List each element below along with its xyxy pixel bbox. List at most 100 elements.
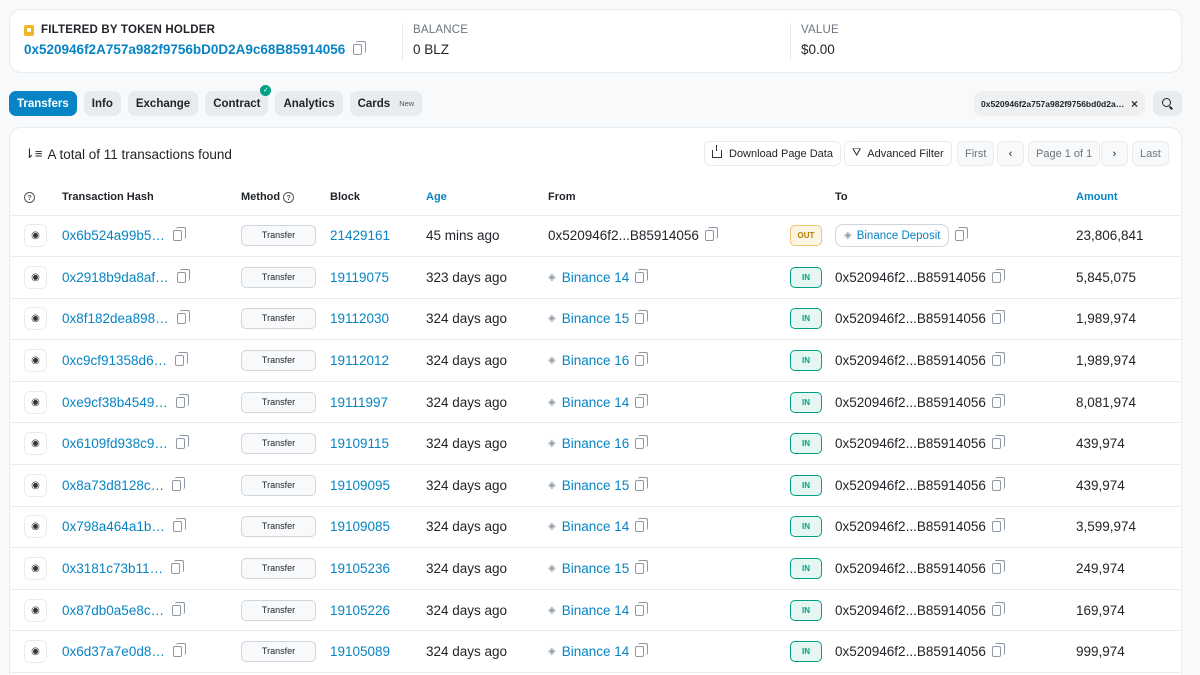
tab-analytics[interactable]: Analytics <box>275 91 343 116</box>
copy-icon[interactable] <box>635 310 649 325</box>
copy-icon[interactable] <box>991 435 1005 450</box>
eye-icon[interactable]: ◉ <box>24 557 47 581</box>
from-address-link[interactable]: Binance 14 <box>561 602 630 618</box>
copy-icon[interactable] <box>175 352 189 367</box>
tx-hash-link[interactable]: 0x6d37a7e0d8… <box>62 644 165 660</box>
from-address-link[interactable]: Binance 15 <box>561 477 630 493</box>
block-link[interactable]: 19109085 <box>330 519 391 535</box>
copy-icon[interactable] <box>171 560 185 575</box>
tx-hash-link[interactable]: 0x6109fd938c9… <box>62 436 168 452</box>
eye-icon[interactable]: ◉ <box>24 432 47 456</box>
copy-icon[interactable] <box>172 476 186 491</box>
tab-cards[interactable]: Cards New <box>349 91 423 116</box>
copy-icon[interactable] <box>991 393 1005 408</box>
copy-icon[interactable] <box>176 310 190 325</box>
from-address[interactable]: 0x520946f2...B85914056 <box>548 228 699 244</box>
to-address[interactable]: 0x520946f2...B85914056 <box>835 561 986 577</box>
copy-icon[interactable] <box>635 435 649 450</box>
eye-icon[interactable]: ◉ <box>24 473 47 497</box>
to-address[interactable]: 0x520946f2...B85914056 <box>835 519 986 535</box>
block-link[interactable]: 19111997 <box>330 394 389 410</box>
to-address[interactable]: 0x520946f2...B85914056 <box>835 269 986 285</box>
to-address[interactable]: 0x520946f2...B85914056 <box>835 602 986 618</box>
eye-icon[interactable]: ◉ <box>24 307 47 331</box>
help-icon[interactable]: ? <box>24 191 35 203</box>
tab-info[interactable]: Info <box>83 91 121 116</box>
tx-hash-link[interactable]: 0x8a73d8128c… <box>62 477 165 493</box>
block-link[interactable]: 19109095 <box>330 477 391 493</box>
to-address[interactable]: 0x520946f2...B85914056 <box>835 436 986 452</box>
to-address[interactable]: 0x520946f2...B85914056 <box>835 311 986 327</box>
eye-icon[interactable]: ◉ <box>24 349 47 373</box>
block-link[interactable]: 19105236 <box>330 561 391 577</box>
copy-icon[interactable] <box>176 268 190 283</box>
from-address-link[interactable]: Binance 15 <box>561 311 630 327</box>
next-page-button[interactable]: › <box>1101 141 1128 166</box>
from-address-link[interactable]: Binance 14 <box>561 394 630 410</box>
tab-contract[interactable]: Contract ✓ <box>205 85 272 116</box>
first-page-button[interactable]: First <box>957 141 995 166</box>
block-link[interactable]: 21429161 <box>330 228 391 244</box>
copy-icon[interactable] <box>991 643 1005 658</box>
eye-icon[interactable]: ◉ <box>24 640 47 664</box>
clear-filter-icon[interactable]: × <box>1130 96 1138 111</box>
help-icon[interactable]: ? <box>283 191 295 203</box>
block-link[interactable]: 19109115 <box>330 436 390 452</box>
tx-hash-link[interactable]: 0x8f182dea898… <box>62 311 169 327</box>
copy-icon[interactable] <box>635 352 649 367</box>
to-address[interactable]: 0x520946f2...B85914056 <box>835 644 986 660</box>
copy-icon[interactable] <box>635 518 649 533</box>
eye-icon[interactable]: ◉ <box>24 224 47 248</box>
to-address[interactable]: 0x520946f2...B85914056 <box>835 477 986 493</box>
copy-icon[interactable] <box>991 601 1005 616</box>
copy-icon[interactable] <box>635 560 649 575</box>
copy-icon[interactable] <box>955 227 969 242</box>
copy-icon[interactable] <box>704 227 718 242</box>
tx-hash-link[interactable]: 0xc9cf91358d6… <box>62 353 168 369</box>
eye-icon[interactable]: ◉ <box>24 598 47 622</box>
tx-hash-link[interactable]: 0xe9cf38b4549… <box>62 394 168 410</box>
prev-page-button[interactable]: ‹ <box>997 141 1024 166</box>
to-address[interactable]: 0x520946f2...B85914056 <box>835 353 986 369</box>
tab-transfers[interactable]: Transfers <box>9 91 77 116</box>
advanced-filter-button[interactable]: ⛛ Advanced Filter <box>844 141 952 166</box>
copy-icon[interactable] <box>353 41 367 55</box>
copy-icon[interactable] <box>172 518 186 533</box>
from-address-link[interactable]: Binance 14 <box>561 519 630 535</box>
copy-icon[interactable] <box>991 352 1005 367</box>
tx-hash-link[interactable]: 0x2918b9da8af… <box>62 269 169 285</box>
eye-icon[interactable]: ◉ <box>24 265 47 289</box>
copy-icon[interactable] <box>635 268 649 283</box>
copy-icon[interactable] <box>172 601 186 616</box>
block-link[interactable]: 19112012 <box>330 353 390 369</box>
search-button[interactable] <box>1153 91 1182 116</box>
copy-icon[interactable] <box>635 601 649 616</box>
to-address[interactable]: 0x520946f2...B85914056 <box>835 394 986 410</box>
copy-icon[interactable] <box>172 643 186 658</box>
copy-icon[interactable] <box>991 518 1005 533</box>
copy-icon[interactable] <box>635 393 649 408</box>
from-address-link[interactable]: Binance 16 <box>561 353 630 369</box>
sort-icon[interactable]: ⇂≡ <box>24 146 43 161</box>
download-page-data-button[interactable]: Download Page Data <box>704 141 841 166</box>
from-address-link[interactable]: Binance 15 <box>561 561 630 577</box>
copy-icon[interactable] <box>991 560 1005 575</box>
block-link[interactable]: 19105089 <box>330 644 391 660</box>
from-address-link[interactable]: Binance 16 <box>561 436 630 452</box>
tab-exchange[interactable]: Exchange <box>127 91 199 116</box>
holder-address-link[interactable]: 0x520946f2A757a982f9756bD0D2A9c68B859140… <box>24 42 346 57</box>
copy-icon[interactable] <box>991 476 1005 491</box>
to-address-pill[interactable]: ◈ Binance Deposit <box>835 224 950 248</box>
copy-icon[interactable] <box>175 435 189 450</box>
copy-icon[interactable] <box>635 476 649 491</box>
header-amount[interactable]: Amount <box>1076 180 1181 216</box>
block-link[interactable]: 19112030 <box>330 311 390 327</box>
tx-hash-link[interactable]: 0x798a464a1b… <box>62 519 165 535</box>
copy-icon[interactable] <box>175 393 189 408</box>
tx-hash-link[interactable]: 0x87db0a5e8c… <box>62 602 165 618</box>
copy-icon[interactable] <box>635 643 649 658</box>
last-page-button[interactable]: Last <box>1132 141 1169 166</box>
eye-icon[interactable]: ◉ <box>24 515 47 539</box>
tx-hash-link[interactable]: 0x3181c73b11… <box>62 561 164 577</box>
copy-icon[interactable] <box>172 227 186 242</box>
